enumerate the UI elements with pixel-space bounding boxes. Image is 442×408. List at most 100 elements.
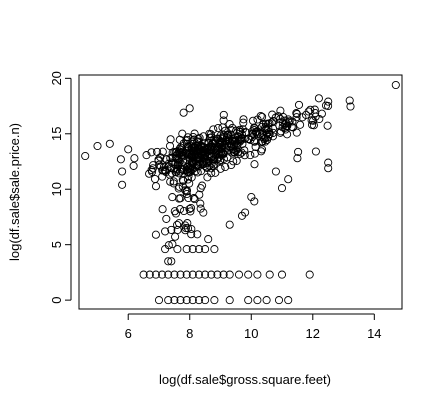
data-point bbox=[166, 177, 175, 186]
data-point bbox=[164, 270, 173, 279]
data-point bbox=[173, 220, 182, 229]
data-point bbox=[182, 296, 191, 305]
data-point bbox=[219, 110, 228, 119]
data-point bbox=[222, 137, 231, 146]
data-point bbox=[253, 115, 262, 124]
data-point bbox=[391, 80, 400, 90]
data-point bbox=[248, 116, 258, 125]
data-point bbox=[151, 230, 160, 239]
x-tick-label: 12 bbox=[306, 326, 320, 341]
data-point bbox=[198, 148, 207, 157]
data-point bbox=[205, 129, 214, 138]
data-point bbox=[118, 167, 127, 176]
data-point bbox=[215, 149, 224, 158]
data-point bbox=[219, 270, 228, 279]
data-point bbox=[193, 137, 202, 146]
data-point bbox=[170, 296, 179, 305]
data-point bbox=[210, 245, 219, 254]
data-point bbox=[130, 154, 139, 163]
data-point bbox=[205, 161, 214, 170]
data-point bbox=[158, 270, 167, 279]
x-tick-label: 6 bbox=[125, 326, 132, 341]
data-point bbox=[199, 208, 208, 217]
data-point bbox=[181, 226, 190, 235]
data-point bbox=[231, 146, 240, 155]
data-point bbox=[324, 158, 333, 167]
data-point bbox=[162, 155, 171, 164]
data-point bbox=[205, 151, 214, 160]
data-point bbox=[176, 205, 185, 214]
data-point bbox=[285, 117, 294, 126]
data-point bbox=[264, 124, 273, 133]
data-point bbox=[154, 155, 163, 164]
data-point bbox=[227, 160, 236, 170]
data-point bbox=[229, 142, 238, 151]
data-point bbox=[187, 230, 196, 239]
data-point bbox=[324, 101, 333, 111]
data-point bbox=[193, 230, 202, 239]
data-point bbox=[148, 164, 157, 173]
data-point bbox=[248, 132, 257, 142]
y-tick-label: 10 bbox=[49, 182, 64, 196]
data-point bbox=[185, 104, 194, 113]
data-point bbox=[207, 153, 216, 162]
data-point bbox=[187, 224, 196, 234]
data-point bbox=[247, 192, 256, 202]
data-point bbox=[189, 194, 198, 203]
data-point bbox=[164, 296, 173, 305]
y-tick-label: 20 bbox=[49, 71, 64, 85]
data-point bbox=[261, 119, 270, 128]
data-point bbox=[323, 121, 332, 130]
data-point bbox=[264, 133, 273, 142]
data-point bbox=[225, 220, 234, 229]
data-point bbox=[345, 96, 354, 105]
data-point bbox=[274, 296, 284, 305]
data-point bbox=[195, 190, 204, 199]
data-point bbox=[232, 156, 241, 165]
data-point bbox=[258, 112, 267, 121]
data-point bbox=[277, 270, 287, 279]
data-point bbox=[179, 148, 188, 157]
data-point bbox=[250, 197, 259, 206]
data-point bbox=[287, 122, 296, 131]
data-point bbox=[198, 181, 207, 190]
data-point bbox=[158, 147, 167, 156]
data-point bbox=[193, 142, 202, 151]
data-point bbox=[170, 270, 179, 279]
data-point bbox=[214, 123, 223, 133]
data-point bbox=[151, 182, 161, 191]
data-point bbox=[175, 194, 184, 203]
data-point bbox=[194, 270, 204, 279]
data-point bbox=[294, 100, 304, 109]
data-point bbox=[239, 115, 248, 124]
data-point bbox=[184, 193, 193, 203]
data-point bbox=[173, 149, 182, 158]
data-point bbox=[238, 139, 247, 149]
data-point bbox=[182, 270, 191, 279]
data-point bbox=[292, 109, 301, 118]
data-point bbox=[253, 270, 262, 279]
data-point bbox=[202, 158, 211, 167]
data-point bbox=[260, 135, 269, 144]
data-point bbox=[234, 270, 244, 279]
data-point bbox=[225, 120, 234, 129]
data-point bbox=[219, 116, 228, 125]
y-tick-label: 5 bbox=[49, 241, 64, 248]
data-point bbox=[324, 97, 333, 106]
data-point bbox=[239, 118, 248, 127]
plot-frame bbox=[78, 74, 403, 310]
data-point bbox=[296, 120, 305, 129]
data-point bbox=[271, 113, 280, 122]
data-point bbox=[293, 154, 302, 163]
data-point bbox=[196, 167, 206, 176]
data-point bbox=[210, 160, 219, 169]
data-point bbox=[283, 130, 292, 139]
data-point bbox=[188, 245, 197, 254]
data-point bbox=[211, 168, 220, 177]
data-point bbox=[175, 219, 184, 228]
data-point bbox=[185, 204, 194, 214]
data-point bbox=[232, 136, 241, 145]
data-point bbox=[173, 155, 182, 164]
data-point bbox=[195, 133, 204, 142]
data-point bbox=[201, 148, 210, 158]
